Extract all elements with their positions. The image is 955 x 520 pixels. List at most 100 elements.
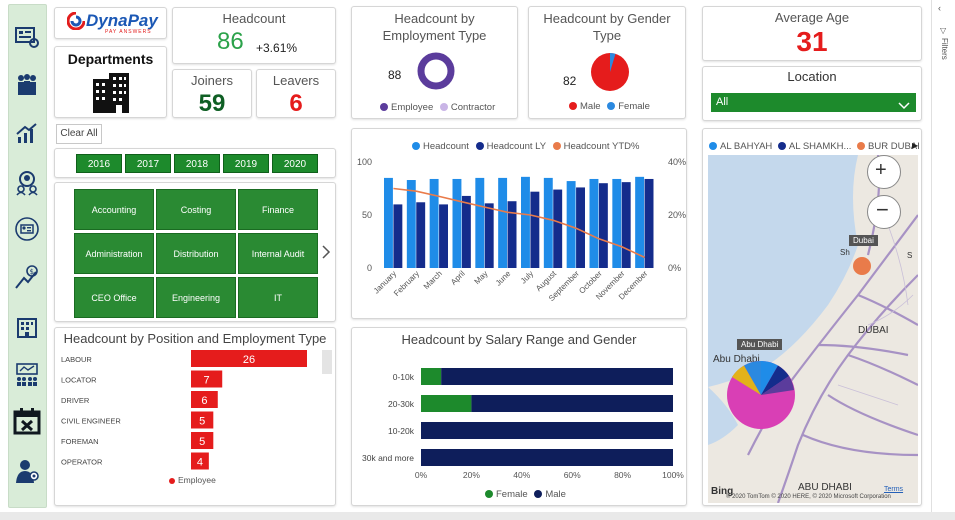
dept-it-button[interactable]: IT [238, 277, 318, 318]
salary-bar-male [441, 368, 673, 385]
chevron-right-icon[interactable] [321, 245, 331, 264]
position-scrollbar[interactable] [322, 350, 332, 374]
dept-engineering-button[interactable]: Engineering [156, 277, 236, 318]
map-legend-dot-2 [777, 142, 786, 151]
y-left-tick: 100 [357, 157, 372, 167]
headcount-ly-legend-label: Headcount LY [486, 141, 546, 152]
month-bar-headcount [543, 177, 553, 268]
position-bar [191, 452, 209, 470]
abudhabi-tooltip: Abu Dhabi [737, 339, 783, 350]
department-slicer: Accounting Costing Finance Administratio… [54, 182, 336, 322]
building-icon[interactable] [13, 313, 41, 341]
salary-range-label: 10-20k [388, 426, 415, 436]
legend-next-icon[interactable]: ▶ [912, 141, 919, 150]
org-chart-icon[interactable] [13, 361, 41, 389]
dept-costing-button[interactable]: Costing [156, 189, 236, 230]
year-2017-button[interactable]: 2017 [125, 154, 171, 173]
salary-bar-male [421, 422, 673, 439]
month-bar-headcount-ly [461, 195, 471, 268]
nav-sidebar: $ [8, 4, 47, 508]
monthly-legend: Headcount Headcount LY Headcount YTD% [412, 141, 639, 152]
gender-type-value: 82 [563, 74, 577, 88]
salary-x-tick: 40% [513, 470, 530, 480]
year-2018-button[interactable]: 2018 [174, 154, 220, 173]
position-employee-label: Employee [178, 475, 216, 485]
month-bar-headcount-ly [576, 187, 585, 268]
year-2020-button[interactable]: 2020 [272, 154, 318, 173]
salary-bar-female [421, 395, 472, 412]
location-dropdown[interactable]: All [711, 93, 916, 112]
position-bar [191, 391, 218, 408]
joiners-value: 59 [198, 90, 226, 117]
abudhabi-pie[interactable] [726, 360, 796, 430]
y-left-tick: 50 [362, 210, 372, 220]
position-bar [191, 350, 307, 367]
dept-finance-button[interactable]: Finance [238, 189, 318, 230]
user-profile-icon[interactable] [13, 169, 41, 197]
headcount-card: Headcount 86 +3.61% [172, 7, 336, 64]
y-right-tick: 20% [668, 210, 686, 220]
dept-internal-audit-button[interactable]: Internal Audit [238, 233, 318, 274]
dept-administration-button[interactable]: Administration [74, 233, 154, 274]
salary-male-dot [534, 490, 543, 499]
collapse-icon[interactable]: ‹ [938, 3, 941, 13]
position-label: CIVIL ENGINEER [61, 417, 121, 426]
position-label: LOCATOR [61, 376, 97, 385]
employee-settings-icon[interactable] [13, 457, 41, 485]
gender-type-title: Headcount by Gender Type [543, 11, 671, 43]
year-slicer: 2016 2017 2018 2019 2020 [54, 148, 336, 178]
terms-link[interactable]: Terms [884, 486, 904, 493]
id-card-icon[interactable] [13, 215, 41, 243]
map-card: AL BAHYAH AL SHAMKH... BUR DUBAI ▶ [702, 128, 922, 506]
salary-bar-male [471, 395, 673, 412]
s-label: S [907, 251, 913, 260]
dashboard-icon[interactable] [13, 23, 41, 51]
dept-distribution-button[interactable]: Distribution [156, 233, 236, 274]
filters-label: Filters [940, 38, 949, 60]
contractor-legend-label: Contractor [450, 102, 496, 113]
month-tick-label: May [473, 269, 490, 286]
position-label: FOREMAN [61, 437, 99, 446]
headcount-ly-legend-dot [475, 142, 484, 151]
female-legend-label: Female [618, 101, 650, 112]
salary-male-label: Male [545, 489, 566, 500]
map-legend-label-1: AL BAHYAH [720, 141, 773, 152]
abudhabi-city-label: ABU DHABI [798, 482, 852, 493]
month-bar-headcount-ly [484, 203, 494, 268]
salary-card: Headcount by Salary Range and Gender 0-1… [351, 327, 687, 506]
salary-female-label: Female [496, 489, 528, 500]
position-value: 4 [197, 457, 203, 469]
bur-dubai-bubble[interactable] [853, 257, 871, 275]
dept-ceo-office-button[interactable]: CEO Office [74, 277, 154, 318]
headcount-legend-label: Headcount [423, 141, 469, 152]
map-view[interactable]: + − Dubai Sh S DUBAI Abu Dhabi Abu Dhabi… [708, 155, 918, 503]
month-bar-headcount-ly [393, 204, 403, 268]
plus-icon: + [875, 159, 887, 181]
position-card: Headcount by Position and Employment Typ… [54, 327, 336, 506]
position-label: DRIVER [61, 396, 90, 405]
zoom-out-button[interactable] [867, 195, 901, 229]
map-legend: AL BAHYAH AL SHAMKH... BUR DUBAI [709, 141, 920, 152]
salary-trend-icon[interactable]: $ [13, 263, 41, 291]
bing-logo: Bing [711, 486, 734, 497]
location-title: Location [787, 69, 837, 84]
position-value: 6 [201, 395, 207, 407]
year-2016-button[interactable]: 2016 [76, 154, 122, 173]
average-age-title: Average Age [774, 10, 850, 25]
employment-type-title: Headcount by Employment Type [382, 11, 487, 43]
calendar-cancel-icon[interactable] [13, 407, 41, 435]
team-icon[interactable] [13, 71, 41, 99]
location-selected-value: All [716, 96, 729, 108]
filters-pane[interactable]: ‹ ▽ Filters [931, 0, 955, 512]
male-legend-dot [569, 102, 577, 111]
zoom-in-button[interactable] [867, 155, 901, 189]
filter-funnel-icon: ▽ [940, 26, 947, 35]
dubai-tooltip: Dubai [849, 235, 878, 246]
departments-title: Departments [67, 51, 154, 67]
dept-accounting-button[interactable]: Accounting [74, 189, 154, 230]
growth-chart-icon[interactable] [13, 119, 41, 147]
clear-all-button[interactable]: Clear All [56, 124, 102, 144]
year-2019-button[interactable]: 2019 [223, 154, 269, 173]
departments-card: Departments [54, 46, 167, 118]
